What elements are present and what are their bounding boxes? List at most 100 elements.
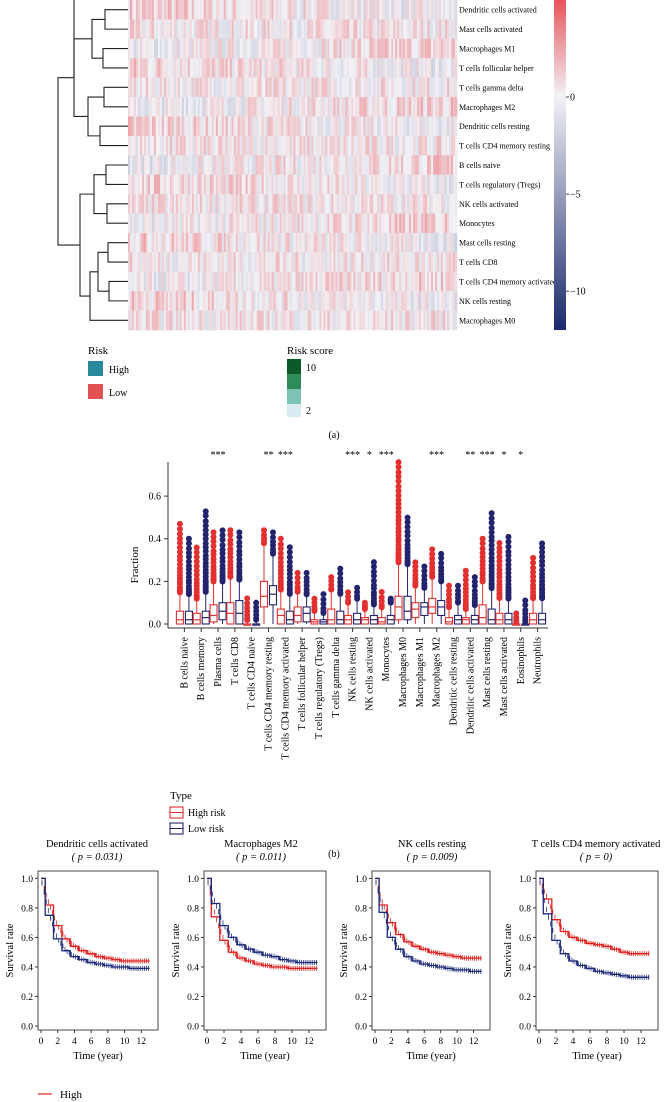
heatmap-cell <box>407 232 410 253</box>
heatmap-cell <box>149 116 153 137</box>
heatmap-cell <box>379 213 382 234</box>
heatmap-cell <box>369 155 372 175</box>
heatmap-cell <box>453 0 456 20</box>
heatmap-cell <box>419 0 422 20</box>
heatmap-cell <box>165 252 169 273</box>
heatmap-cell <box>327 232 330 253</box>
heatmap-cell <box>153 271 157 292</box>
heatmap-cell <box>371 0 374 20</box>
heatmap-cell <box>245 77 248 98</box>
heatmap-cell <box>339 291 342 311</box>
heatmap-cell <box>325 116 328 137</box>
heatmap-cell <box>367 310 370 331</box>
heatmap-cell <box>171 19 175 40</box>
heatmap-cell <box>225 0 228 20</box>
heatmap-cell <box>183 271 187 292</box>
heatmap-cell <box>331 97 334 117</box>
heatmap-cell <box>133 0 137 20</box>
heatmap-cell <box>151 38 155 59</box>
heatmap-cell <box>277 0 280 20</box>
heatmap-cell <box>305 271 308 292</box>
heatmap-cell <box>157 116 161 137</box>
heatmap-cell <box>193 0 197 20</box>
heatmap-cell <box>415 271 418 292</box>
heatmap-cell <box>145 213 149 234</box>
heatmap-row <box>128 38 458 59</box>
outlier-point <box>193 571 200 578</box>
outlier-point <box>395 469 402 476</box>
heatmap-cell <box>303 213 306 234</box>
heatmap-cell <box>333 252 336 273</box>
x-tick-label: 12 <box>469 1037 479 1047</box>
heatmap-cell <box>405 0 408 20</box>
heatmap-cell <box>445 19 448 40</box>
heatmap-cell <box>209 0 213 20</box>
heatmap-cell <box>397 58 400 78</box>
heatmap-cell <box>243 271 246 292</box>
heatmap-cell <box>195 0 199 20</box>
heatmap-cell <box>293 232 296 253</box>
heatmap-cell <box>387 232 390 253</box>
heatmap-cell <box>279 58 282 78</box>
heatmap-cell <box>375 291 378 311</box>
heatmap-cell <box>313 77 316 98</box>
x-tick-label: 2 <box>222 1037 227 1047</box>
x-tick-label: T cells regulatory (Tregs) <box>314 637 325 739</box>
heatmap-cell <box>173 174 177 195</box>
outlier-point <box>462 567 469 574</box>
heatmap-cell <box>343 310 346 331</box>
heatmap-cell <box>197 271 201 292</box>
heatmap-cell <box>165 135 169 156</box>
heatmap-cell <box>189 310 193 331</box>
heatmap-cell <box>413 194 416 214</box>
outlier-point <box>522 607 529 614</box>
x-tick-label: 8 <box>605 1037 610 1047</box>
heatmap-cell <box>287 97 290 117</box>
box-body <box>184 610 193 625</box>
boxplot-legend-title: Type <box>170 790 192 802</box>
heatmap-cell <box>195 271 199 292</box>
heatmap-cell <box>405 252 408 273</box>
heatmap-cell <box>305 38 308 59</box>
heatmap-cell <box>423 174 426 195</box>
heatmap-cell <box>379 38 382 59</box>
heatmap-cell <box>207 155 211 175</box>
heatmap-cell <box>393 174 396 195</box>
heatmap-cell <box>133 232 137 253</box>
heatmap-cell <box>357 77 360 98</box>
heatmap-cell <box>319 77 322 98</box>
heatmap-cell <box>409 155 412 175</box>
heatmap-cell <box>297 310 300 331</box>
heatmap-cell <box>229 116 232 137</box>
heatmap-cell <box>319 19 322 40</box>
survival-title: T cells CD4 memory activated <box>532 839 661 850</box>
heatmap-cell <box>431 58 434 78</box>
heatmap-cell <box>147 0 151 20</box>
heatmap-cell <box>205 232 209 253</box>
heatmap-cell <box>133 155 137 175</box>
heatmap-cell <box>173 252 177 273</box>
heatmap-cell <box>173 97 177 117</box>
x-tick-label: 4 <box>405 1037 410 1047</box>
heatmap-cell <box>435 116 438 137</box>
heatmap-cell <box>313 232 316 253</box>
heatmap-cell <box>257 252 260 273</box>
heatmap-cell <box>299 252 302 273</box>
y-tick-label: 0.4 <box>519 963 531 973</box>
heatmap-cell <box>295 155 298 175</box>
outlier-point <box>202 512 209 519</box>
x-tick-label: Mast cells activated <box>499 637 510 716</box>
heatmap-cell <box>155 291 159 311</box>
heatmap-cell <box>401 232 404 253</box>
heatmap-cell <box>373 213 376 234</box>
censor-marks-low <box>375 880 482 974</box>
heatmap-cell <box>345 194 348 214</box>
heatmap-cell <box>171 0 175 20</box>
heatmap-cell <box>423 135 426 156</box>
heatmap-cell <box>213 0 217 20</box>
heatmap-row-label: Macrophages M2 <box>459 103 515 112</box>
heatmap-cell <box>293 271 296 292</box>
heatmap-cell <box>149 213 153 234</box>
outlier-point <box>462 576 469 583</box>
